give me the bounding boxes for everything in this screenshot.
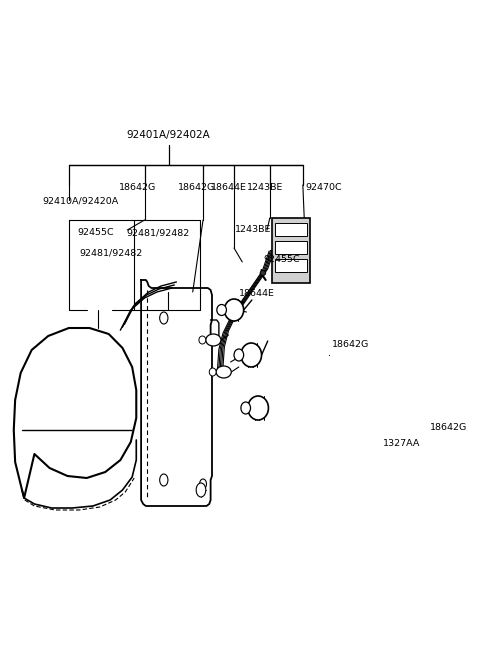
Ellipse shape	[209, 368, 216, 376]
Circle shape	[356, 422, 367, 438]
Circle shape	[160, 474, 168, 486]
Circle shape	[196, 483, 206, 497]
Polygon shape	[141, 280, 212, 506]
Text: 92481/92482: 92481/92482	[79, 249, 143, 258]
Text: 92481/92482: 92481/92482	[126, 228, 189, 237]
Ellipse shape	[217, 304, 227, 315]
Bar	[275, 241, 307, 254]
Text: 1327AA: 1327AA	[384, 439, 421, 448]
Text: 18642G: 18642G	[430, 423, 468, 432]
Polygon shape	[22, 418, 136, 508]
Text: 18642G: 18642G	[332, 340, 369, 349]
Ellipse shape	[248, 396, 268, 420]
Text: 18644E: 18644E	[239, 289, 275, 298]
Ellipse shape	[260, 271, 265, 275]
Bar	[272, 218, 310, 283]
Circle shape	[200, 479, 206, 489]
Text: 92410A/92420A: 92410A/92420A	[43, 196, 119, 205]
Text: 92401A/92402A: 92401A/92402A	[127, 130, 211, 140]
Ellipse shape	[234, 349, 244, 361]
Text: 18642G: 18642G	[119, 183, 156, 192]
Text: 18644E: 18644E	[211, 183, 246, 192]
Ellipse shape	[368, 409, 383, 421]
Text: 18642G: 18642G	[178, 183, 216, 192]
Ellipse shape	[360, 411, 368, 419]
Circle shape	[359, 426, 364, 434]
Circle shape	[160, 312, 168, 324]
Ellipse shape	[199, 336, 206, 344]
Ellipse shape	[241, 402, 251, 414]
Text: 92455C: 92455C	[77, 228, 114, 237]
Polygon shape	[14, 328, 136, 498]
Bar	[275, 223, 307, 236]
Ellipse shape	[216, 366, 231, 378]
Text: 92455C: 92455C	[264, 255, 300, 264]
Ellipse shape	[206, 334, 221, 346]
Text: 1243BE: 1243BE	[247, 183, 283, 192]
Ellipse shape	[241, 343, 262, 367]
Text: 92470C: 92470C	[305, 183, 342, 192]
Ellipse shape	[224, 299, 244, 321]
Bar	[275, 259, 307, 272]
Text: 1243BE: 1243BE	[235, 225, 272, 234]
